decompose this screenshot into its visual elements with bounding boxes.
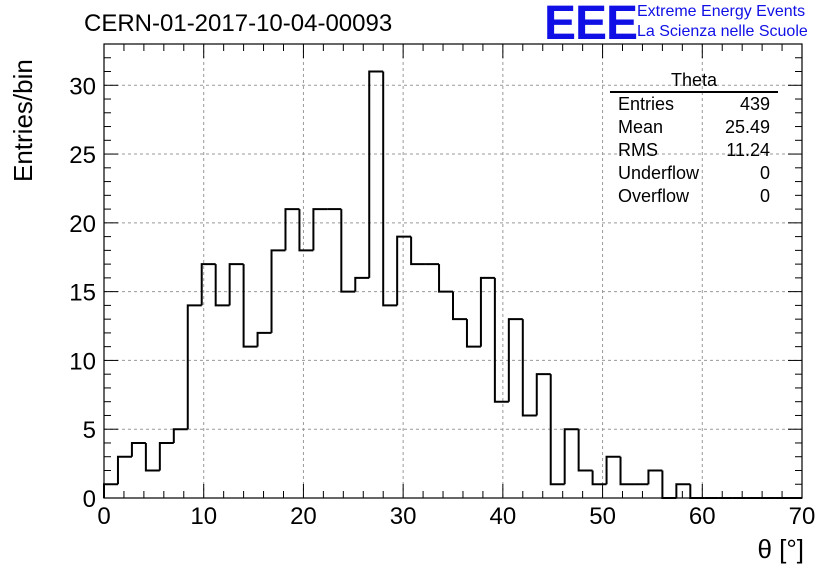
histogram-bin xyxy=(619,456,635,486)
histogram-bin xyxy=(256,331,272,347)
y-tick-label: 20 xyxy=(69,211,96,238)
histogram-bin xyxy=(214,264,230,307)
logo-caption: Extreme Energy Events La Scienza nelle S… xyxy=(637,2,808,42)
x-tick-label: 50 xyxy=(589,503,616,530)
y-tick-label: 25 xyxy=(69,142,96,169)
histogram-bin xyxy=(591,470,607,486)
stats-value: 0 xyxy=(759,163,770,183)
histogram-bin xyxy=(507,318,523,402)
histogram-bin xyxy=(158,441,174,471)
chart-title: CERN-01-2017-10-04-00093 xyxy=(84,10,393,37)
histogram-bin xyxy=(438,264,453,293)
histogram-bin xyxy=(479,276,495,347)
histogram-bin xyxy=(382,71,398,307)
y-tick-label: 10 xyxy=(69,348,96,375)
x-tick-label: 60 xyxy=(689,503,716,530)
logo-line-1: Extreme Energy Events xyxy=(637,3,806,20)
histogram-bin xyxy=(452,291,467,321)
stats-row: RMS 11.24 xyxy=(610,139,778,162)
histogram-bin xyxy=(354,276,370,292)
histogram-bin xyxy=(647,469,663,485)
stats-row: Mean 25.49 xyxy=(610,116,778,139)
stats-label: Overflow xyxy=(618,186,690,206)
stats-value: 0 xyxy=(759,186,770,206)
tick-labels: 0 10 20 30 40 50 60 70 0 5 10 15 20 25 30 xyxy=(69,73,815,530)
histogram-bin xyxy=(493,277,509,403)
histogram-bin xyxy=(284,208,300,251)
y-axis-label: Entries/bin xyxy=(8,59,38,182)
x-tick-label: 10 xyxy=(190,503,217,530)
histogram-bin xyxy=(186,304,202,430)
histogram-bin xyxy=(312,208,328,251)
x-axis-label: θ [°] xyxy=(757,534,804,564)
stats-title: Theta xyxy=(610,70,778,93)
histogram-bin xyxy=(661,470,677,499)
histogram-bin xyxy=(242,264,258,348)
histogram-bin xyxy=(675,483,691,498)
y-tick-label: 5 xyxy=(83,417,96,444)
x-tick-label: 70 xyxy=(789,503,816,530)
stats-rows: Entries 439 Mean 25.49 RMS 11.24 Underflow 0 Ove… xyxy=(610,93,778,208)
stats-value: 439 xyxy=(739,94,770,114)
histogram-bin xyxy=(340,209,356,293)
histogram-bin xyxy=(605,455,621,485)
histogram-bin xyxy=(549,374,565,486)
x-tick-label: 40 xyxy=(490,503,517,530)
x-tick-label: 30 xyxy=(390,503,417,530)
stats-box: Theta Entries 439 Mean 25.49 RMS 11.24 Underfl… xyxy=(610,70,778,208)
histogram-bin xyxy=(410,236,426,266)
histogram-bin xyxy=(130,441,146,457)
y-axis-label-wrap: Entries/bin xyxy=(8,59,38,183)
x-tick-label: 0 xyxy=(97,503,110,530)
histogram-bin xyxy=(144,442,160,472)
histogram-bin xyxy=(172,428,188,443)
histogram-bin xyxy=(368,70,384,278)
stats-label: Mean xyxy=(618,117,664,137)
histogram-bin xyxy=(535,373,551,416)
stats-value: 25.49 xyxy=(724,117,770,137)
histogram-bin xyxy=(465,319,481,348)
histogram-bars xyxy=(103,70,802,499)
stats-label: Underflow xyxy=(618,163,700,183)
histogram-bin xyxy=(116,455,132,485)
histogram-bin xyxy=(103,483,118,498)
histogram-bin xyxy=(521,319,537,417)
stats-label: Entries xyxy=(618,94,675,114)
logo-line-2: La Scienza nelle Scuole xyxy=(637,23,808,40)
histogram-bin xyxy=(396,235,412,306)
histogram-bin xyxy=(563,428,579,485)
y-tick-label: 0 xyxy=(83,486,96,513)
stats-row: Entries 439 xyxy=(610,93,778,116)
x-tick-label: 20 xyxy=(290,503,317,530)
eee-logo: EEE xyxy=(544,0,638,50)
stats-row: Underflow 0 xyxy=(610,162,778,185)
histogram-bin xyxy=(200,263,216,306)
y-tick-label: 30 xyxy=(69,73,96,100)
stats-value: 11.24 xyxy=(726,140,770,160)
y-tick-label: 15 xyxy=(69,280,96,307)
histogram-bin xyxy=(298,209,314,252)
stats-row: Overflow 0 xyxy=(610,185,778,208)
histogram-bin xyxy=(228,263,244,306)
plot-frame xyxy=(103,43,803,499)
grid-lines xyxy=(104,44,802,498)
stats-label: RMS xyxy=(618,140,658,160)
histogram-bin xyxy=(270,249,286,333)
histogram-bin xyxy=(577,429,593,472)
